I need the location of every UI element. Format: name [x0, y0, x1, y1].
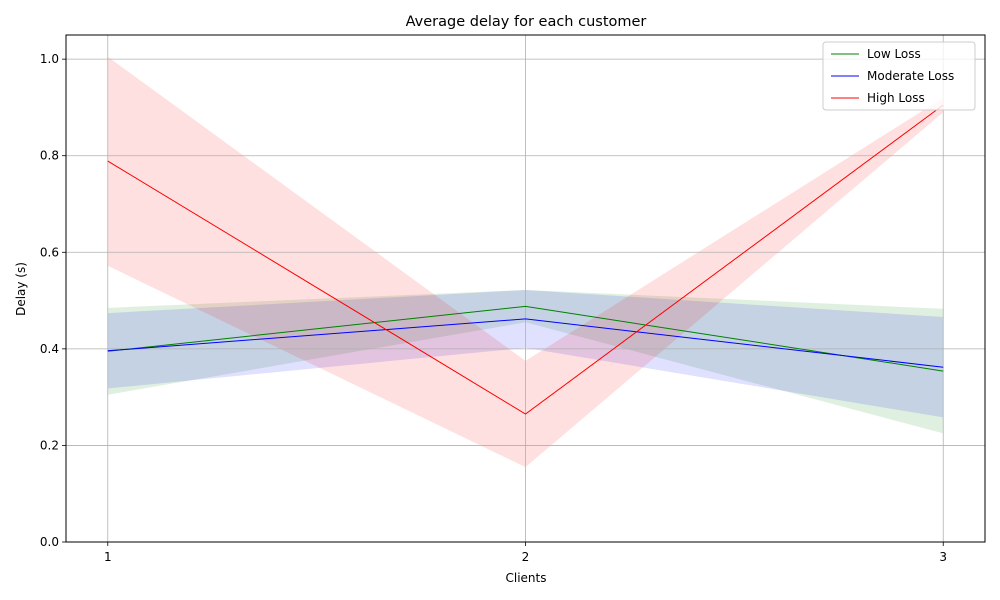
y-tick-label-6: 1.0 — [40, 52, 59, 66]
series-lines — [107, 104, 944, 415]
band-series-3 — [107, 56, 944, 468]
x-axis-label: Clients — [506, 571, 547, 585]
series-line-3 — [107, 104, 944, 415]
y-tick-label-2: 0.2 — [40, 438, 59, 452]
y-tick-label-3: 0.4 — [40, 342, 59, 356]
series-line-1 — [107, 305, 944, 372]
chart-title: Average delay for each customer — [406, 14, 647, 30]
x-tick-label-1: 1 — [104, 550, 112, 564]
legend-label-2: Moderate Loss — [867, 69, 954, 83]
confidence-bands — [107, 56, 944, 468]
legend-label-3: High Loss — [867, 91, 925, 105]
x-axis-ticks: 1 2 3 — [104, 542, 947, 564]
y-axis-label: Delay (s) — [14, 262, 28, 316]
band-series-2 — [107, 289, 944, 418]
y-tick-label-4: 0.6 — [40, 245, 59, 259]
y-tick-label-1: 0.0 — [40, 535, 59, 549]
y-axis-ticks: 0.0 0.2 0.4 0.6 0.8 1.0 — [40, 52, 66, 549]
x-tick-label-3: 3 — [939, 550, 947, 564]
series-line-2 — [107, 318, 944, 368]
band-series-1 — [107, 289, 944, 434]
legend-box — [822, 41, 976, 111]
y-tick-label-5: 0.8 — [40, 149, 59, 163]
legend: Low Loss Moderate Loss High Loss — [822, 41, 976, 111]
legend-label-1: Low Loss — [867, 47, 921, 61]
x-tick-label-2: 2 — [522, 550, 530, 564]
